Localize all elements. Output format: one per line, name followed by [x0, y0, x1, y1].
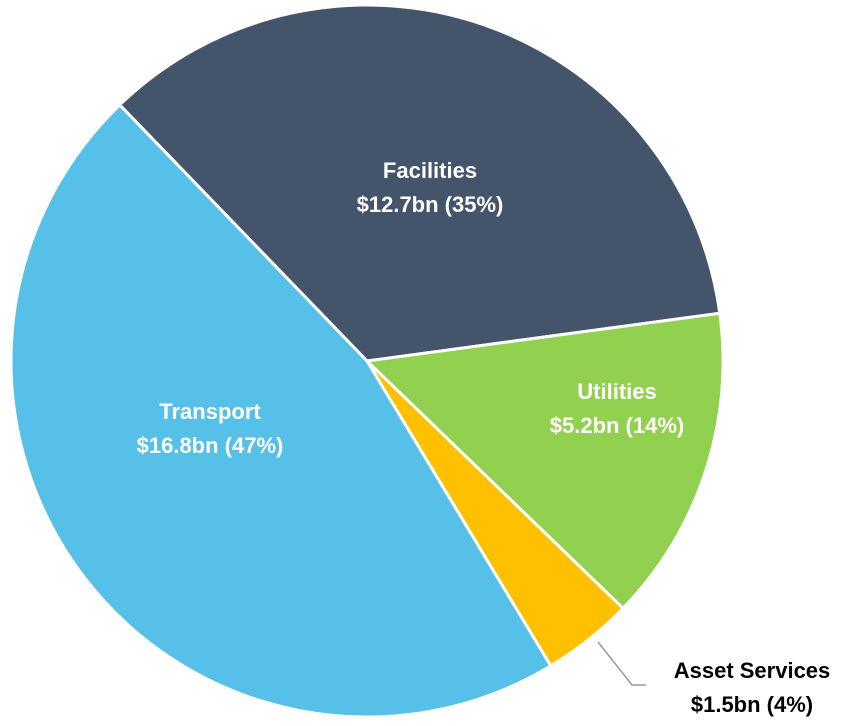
pie-slice — [363, 311, 725, 611]
pie-slice — [9, 102, 553, 719]
value-label: $16.8bn (47%) — [137, 433, 284, 458]
leader-line — [597, 641, 646, 686]
pie-slice — [117, 3, 722, 363]
value-label: $12.7bn (35%) — [357, 192, 504, 217]
slice-label: Utilities — [577, 379, 656, 404]
value-label: $1.5bn (4%) — [691, 692, 813, 717]
slice-label: Transport — [159, 399, 261, 424]
value-label: $5.2bn (14%) — [550, 413, 685, 438]
slice-label: Asset Services — [674, 658, 831, 683]
slice-label: Facilities — [383, 158, 477, 183]
